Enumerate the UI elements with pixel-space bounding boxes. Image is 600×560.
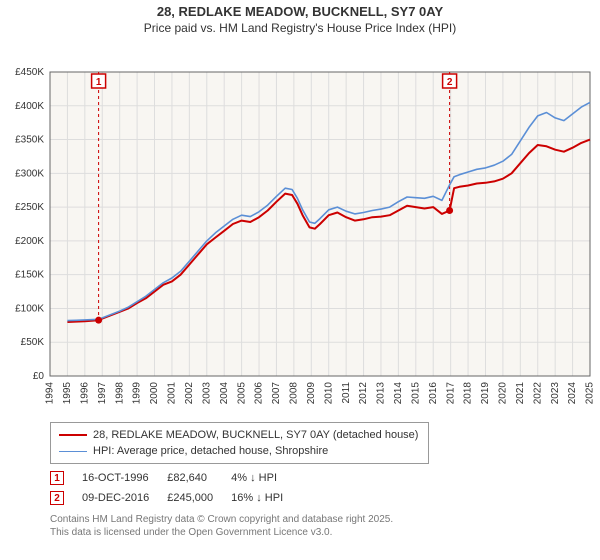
svg-text:£300K: £300K (15, 169, 44, 180)
svg-text:2001: 2001 (167, 382, 178, 405)
marker-table: 1 16-OCT-1996£82,6404% ↓ HPI 2 09-DEC-2016£… (50, 468, 301, 508)
svg-text:2005: 2005 (236, 382, 247, 405)
svg-text:2003: 2003 (201, 382, 212, 405)
legend-swatch (59, 451, 87, 452)
svg-text:2012: 2012 (358, 382, 369, 405)
svg-text:2007: 2007 (271, 382, 282, 405)
svg-text:2008: 2008 (289, 382, 300, 405)
svg-text:2013: 2013 (376, 382, 387, 405)
svg-text:£100K: £100K (15, 304, 44, 315)
title-address: 28, REDLAKE MEADOW, BUCKNELL, SY7 0AY (0, 4, 600, 21)
svg-text:2016: 2016 (428, 382, 439, 405)
svg-text:£450K: £450K (15, 67, 44, 78)
marker-row: 1 16-OCT-1996£82,6404% ↓ HPI (50, 468, 301, 488)
marker-date: 09-DEC-2016 (82, 488, 167, 508)
svg-text:2010: 2010 (323, 382, 334, 405)
svg-text:2002: 2002 (184, 382, 195, 405)
svg-text:£150K: £150K (15, 270, 44, 281)
legend-label: HPI: Average price, detached house, Shro… (93, 445, 328, 457)
svg-text:£0: £0 (33, 371, 45, 382)
svg-text:2011: 2011 (341, 382, 352, 404)
footer-line2: This data is licensed under the Open Gov… (50, 527, 600, 540)
svg-text:2000: 2000 (149, 382, 160, 405)
svg-text:2: 2 (447, 77, 453, 88)
chart-container: £0 £50K £100K £150K £200K £250K £300K £350K £400… (0, 36, 600, 416)
svg-text:£50K: £50K (21, 338, 45, 349)
svg-text:2009: 2009 (306, 382, 317, 405)
svg-text:1998: 1998 (114, 382, 125, 405)
svg-text:2020: 2020 (498, 382, 509, 405)
svg-text:£250K: £250K (15, 203, 44, 214)
svg-text:2022: 2022 (532, 382, 543, 405)
svg-text:2023: 2023 (550, 382, 561, 405)
svg-text:1994: 1994 (45, 382, 56, 405)
legend-label: 28, REDLAKE MEADOW, BUCKNELL, SY7 0AY (d… (93, 429, 418, 441)
footer-line1: Contains HM Land Registry data © Crown c… (50, 514, 600, 527)
chart-title-block: 28, REDLAKE MEADOW, BUCKNELL, SY7 0AY Pr… (0, 0, 600, 36)
legend-swatch (59, 434, 87, 436)
marker-price: £245,000 (167, 488, 231, 508)
svg-text:1999: 1999 (132, 382, 143, 405)
marker-badge: 2 (50, 491, 64, 505)
svg-text:2021: 2021 (515, 382, 526, 405)
marker-delta: 4% ↓ HPI (231, 468, 301, 488)
legend: 28, REDLAKE MEADOW, BUCKNELL, SY7 0AY (d… (50, 422, 429, 464)
svg-text:1996: 1996 (79, 382, 90, 405)
svg-text:1: 1 (96, 77, 102, 88)
svg-text:2004: 2004 (219, 382, 230, 405)
svg-text:1997: 1997 (97, 382, 108, 405)
svg-text:2024: 2024 (567, 382, 578, 405)
marker-row: 2 09-DEC-2016£245,00016% ↓ HPI (50, 488, 301, 508)
price-chart: £0 £50K £100K £150K £200K £250K £300K £350K £400… (0, 36, 600, 416)
svg-text:2019: 2019 (480, 382, 491, 405)
svg-text:2015: 2015 (410, 382, 421, 405)
footer-attribution: Contains HM Land Registry data © Crown c… (50, 514, 600, 539)
svg-text:2018: 2018 (463, 382, 474, 405)
svg-text:1995: 1995 (62, 382, 73, 405)
svg-text:2014: 2014 (393, 382, 404, 405)
svg-text:2006: 2006 (254, 382, 265, 405)
marker-delta: 16% ↓ HPI (231, 488, 301, 508)
svg-text:2017: 2017 (445, 382, 456, 405)
legend-item: HPI: Average price, detached house, Shro… (59, 443, 418, 459)
marker-badge: 1 (50, 471, 64, 485)
svg-text:2025: 2025 (585, 382, 596, 405)
legend-item: 28, REDLAKE MEADOW, BUCKNELL, SY7 0AY (d… (59, 427, 418, 443)
svg-text:£350K: £350K (15, 135, 44, 146)
marker-date: 16-OCT-1996 (82, 468, 167, 488)
svg-text:£200K: £200K (15, 236, 44, 247)
marker-price: £82,640 (167, 468, 231, 488)
svg-text:£400K: £400K (15, 101, 44, 112)
title-subtitle: Price paid vs. HM Land Registry's House … (0, 21, 600, 37)
